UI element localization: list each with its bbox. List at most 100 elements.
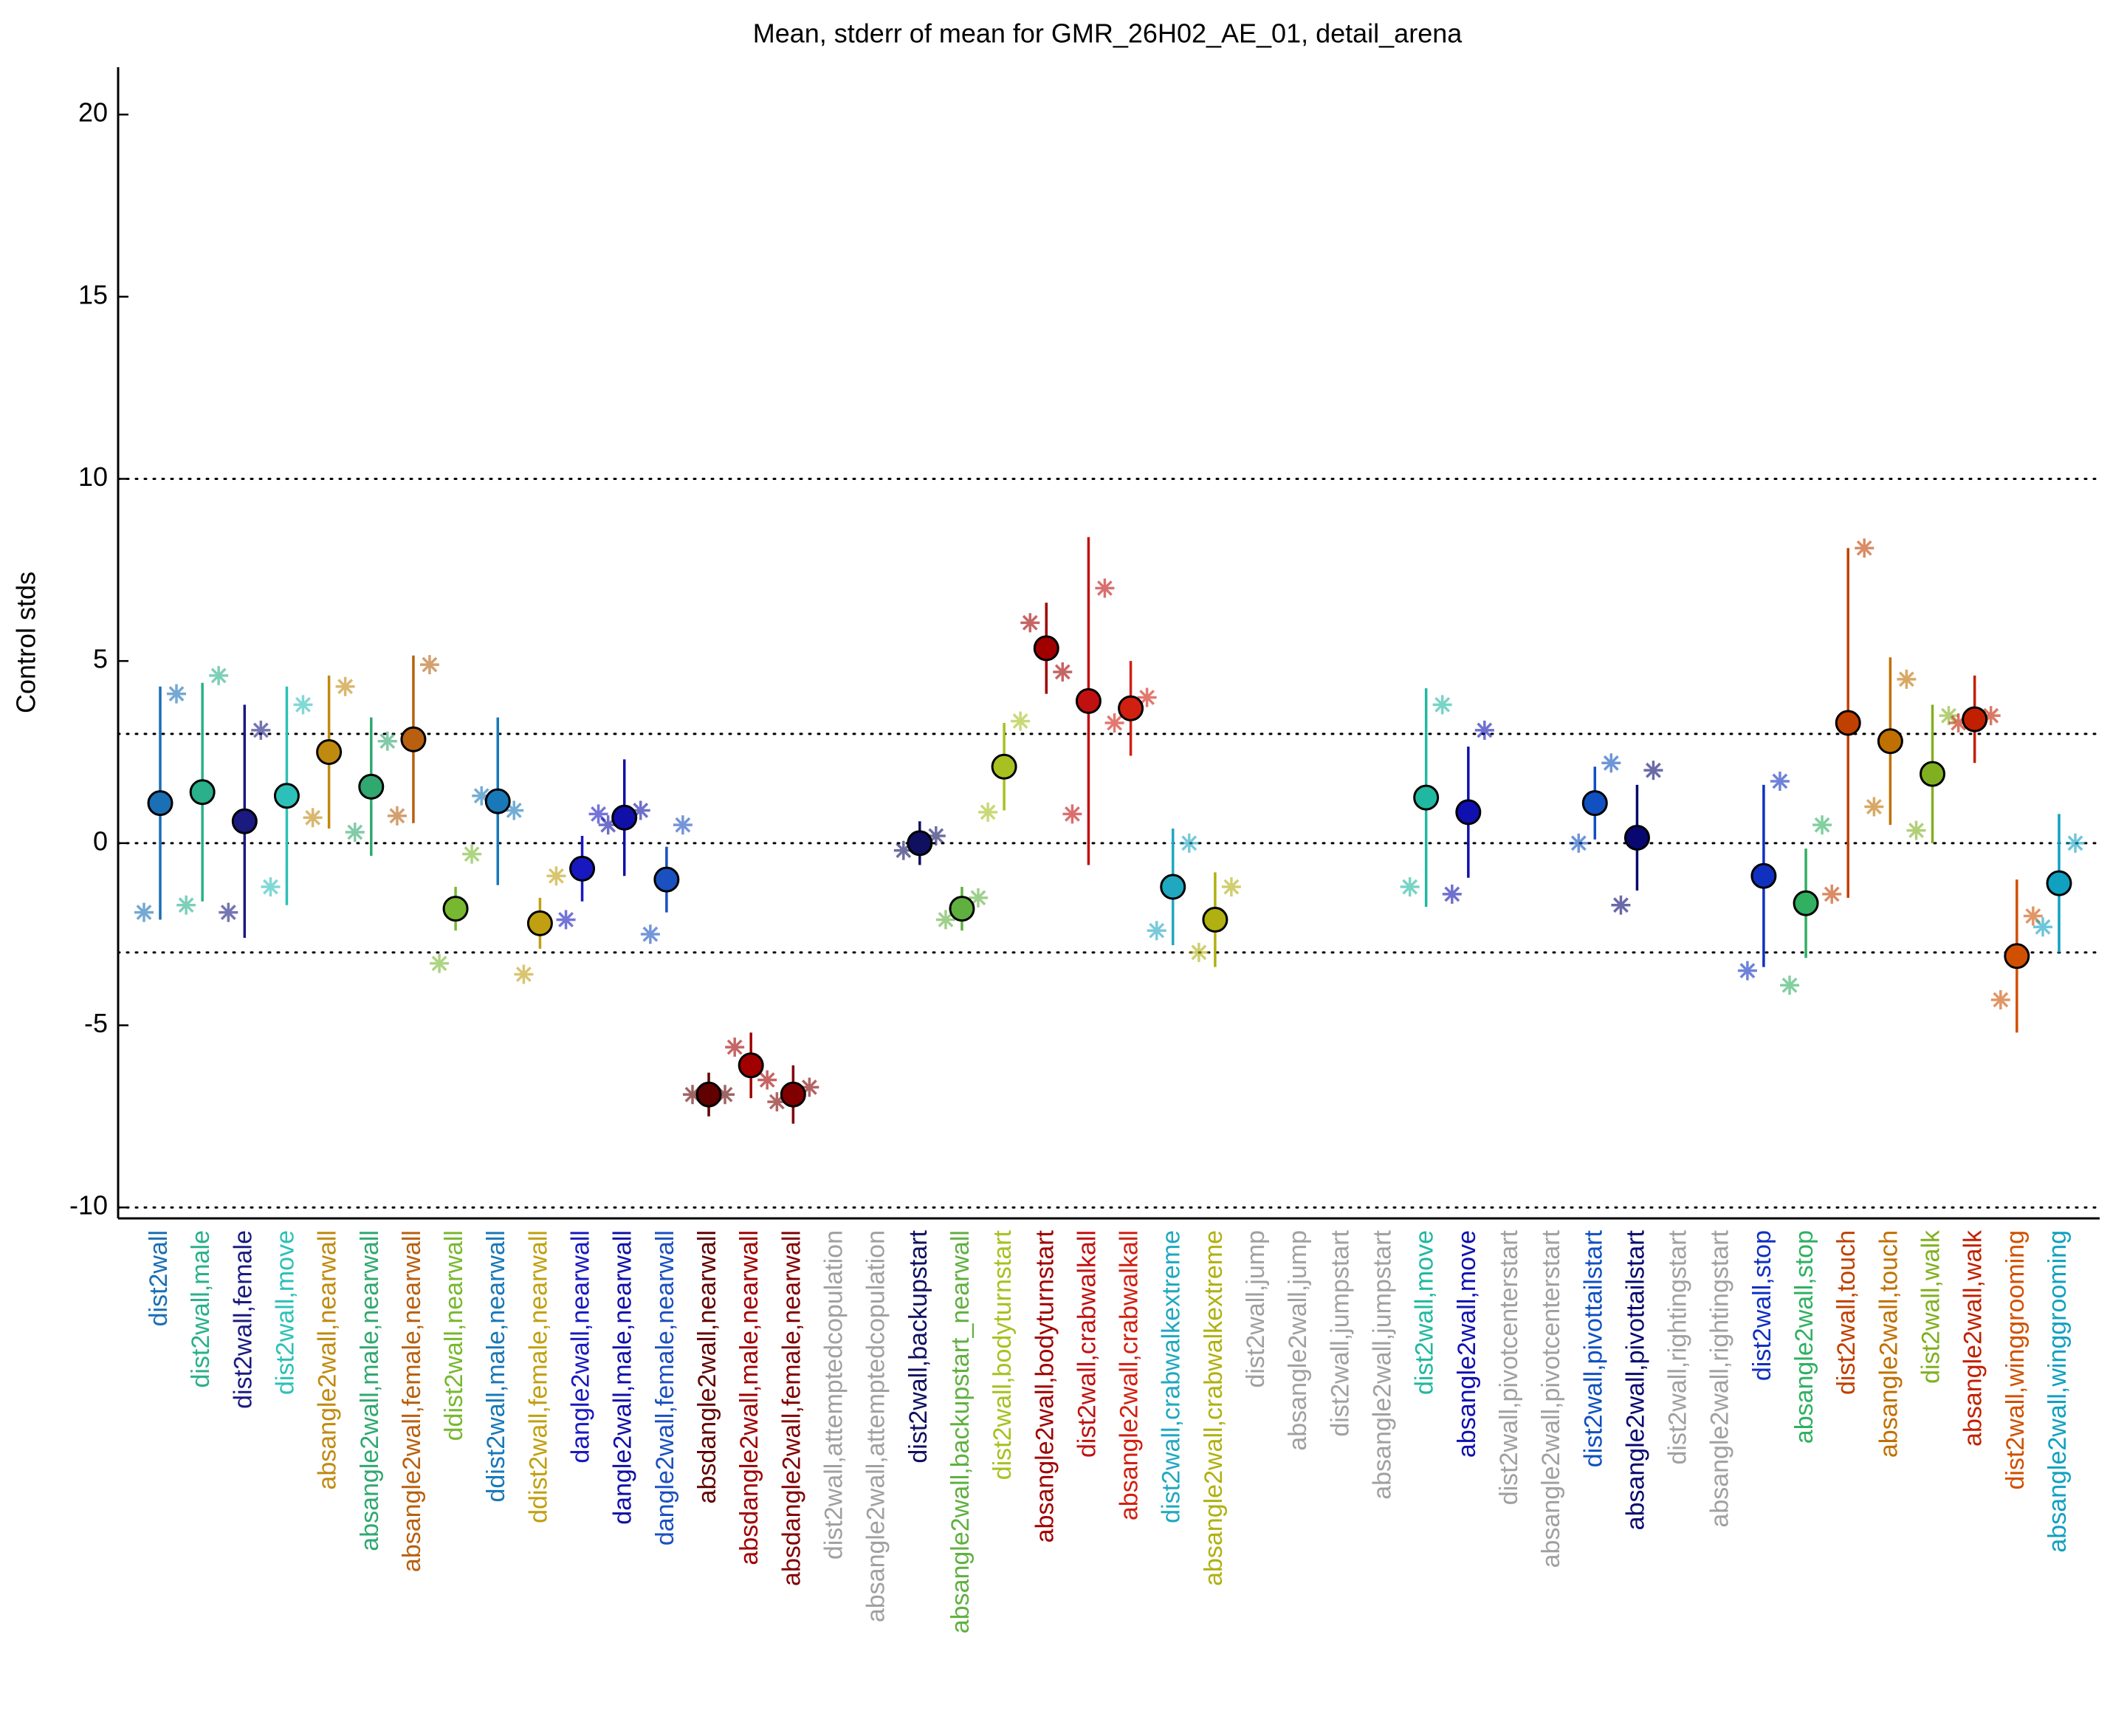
star-stroke — [1646, 762, 1661, 778]
x-tick-label: dist2wall,crabwalkextreme — [1158, 1230, 1186, 1523]
x-tick-label: absangle2wall,female,nearwall — [398, 1230, 426, 1572]
star-marker — [1095, 578, 1115, 598]
mean-marker — [611, 804, 638, 831]
star-stroke — [347, 824, 363, 840]
y-tick-label: -5 — [84, 1008, 108, 1038]
star-stroke — [2025, 908, 2041, 924]
star-marker — [757, 1070, 777, 1090]
star-stroke — [642, 926, 659, 942]
x-tick-label: dist2wall,stop — [1748, 1230, 1776, 1381]
mean-marker — [273, 783, 300, 809]
star-marker — [209, 665, 229, 685]
mean-marker — [1118, 695, 1144, 721]
star-stroke — [1434, 696, 1451, 713]
star-marker — [1897, 669, 1917, 689]
star-marker — [419, 655, 439, 675]
star-stroke — [1402, 879, 1418, 895]
star-stroke — [1064, 806, 1080, 822]
star-marker — [673, 815, 693, 835]
x-tick-label: dist2wall,backupstart — [904, 1229, 932, 1463]
star-marker — [1780, 975, 1800, 995]
star-stroke — [220, 905, 236, 921]
star-stroke — [210, 668, 227, 684]
star-stroke — [464, 846, 480, 862]
star-marker — [1812, 815, 1832, 835]
star-marker — [1643, 761, 1663, 780]
x-tick-label: absangle2wall,crabwalkextreme — [1200, 1230, 1228, 1586]
x-tick-label: dist2wall,pivottailstart — [1579, 1229, 1607, 1467]
star-stroke — [938, 912, 954, 927]
star-marker — [1221, 877, 1241, 897]
x-tick-label: absangle2wall,touch — [1874, 1230, 1903, 1458]
star-marker — [1179, 833, 1199, 853]
star-marker — [1864, 797, 1884, 817]
star-marker — [1906, 820, 1926, 840]
star-marker — [345, 823, 365, 843]
mean-marker — [1877, 728, 1903, 755]
star-stroke — [1012, 713, 1028, 730]
mean-marker — [358, 773, 385, 800]
x-tick-label: absdangle2wall,nearwall — [693, 1230, 721, 1503]
mean-marker — [1160, 874, 1186, 900]
star-stroke — [506, 803, 522, 818]
star-stroke — [1107, 715, 1123, 731]
star-marker — [167, 684, 186, 704]
mean-marker — [949, 896, 975, 922]
star-stroke — [1570, 835, 1587, 851]
mean-marker — [400, 726, 427, 752]
x-tick-label: dist2wall,female — [229, 1230, 257, 1409]
star-marker — [1601, 753, 1621, 773]
star-marker — [978, 802, 998, 822]
star-marker — [134, 902, 154, 922]
mean-marker — [316, 739, 343, 766]
mean-marker — [907, 830, 933, 857]
star-marker — [1855, 538, 1874, 558]
star-stroke — [305, 809, 321, 826]
y-axis-label: Control stds — [11, 572, 41, 713]
mean-marker — [569, 855, 596, 882]
star-marker — [1939, 706, 1959, 726]
star-marker — [556, 910, 576, 930]
mean-marker — [484, 788, 511, 814]
x-tick-label: ddist2wall,nearwall — [440, 1230, 468, 1441]
star-marker — [1569, 833, 1589, 853]
x-tick-label: dangle2wall,male,nearwall — [609, 1230, 637, 1525]
x-tick-label: dist2wall,move — [1411, 1230, 1439, 1395]
star-stroke — [548, 868, 564, 884]
mean-marker — [991, 753, 1017, 780]
star-stroke — [515, 967, 532, 982]
star-stroke — [1941, 707, 1956, 724]
star-marker — [1011, 711, 1031, 731]
x-tick-label: ddist2wall,male,nearwall — [482, 1230, 510, 1503]
star-stroke — [168, 686, 185, 701]
x-tick-label: ddist2wall,female,nearwall — [524, 1230, 552, 1523]
x-tick-label: absangle2wall,jumpstart — [1368, 1229, 1396, 1499]
x-tick-label: absangle2wall,attemptedcopulation — [862, 1230, 890, 1622]
star-stroke — [1477, 722, 1493, 738]
x-tick-label: absangle2wall,rightingstart — [1706, 1229, 1734, 1527]
star-stroke — [295, 696, 311, 713]
star-marker — [1147, 921, 1166, 941]
x-tick-label: dangle2wall,female,nearwall — [651, 1230, 679, 1545]
x-tick-label: absangle2wall,pivottailstart — [1621, 1229, 1649, 1530]
star-marker — [1611, 895, 1631, 915]
star-marker — [546, 866, 566, 886]
mean-marker — [1962, 706, 1988, 733]
star-marker — [303, 808, 323, 828]
star-stroke — [263, 879, 278, 895]
y-tick-label: 15 — [78, 279, 108, 309]
star-stroke — [422, 656, 438, 673]
x-tick-label: dist2wall,winggrooming — [2001, 1230, 2030, 1490]
mean-marker — [442, 896, 469, 922]
mean-marker — [2004, 943, 2030, 970]
star-stroke — [1739, 963, 1756, 978]
x-tick-label: absangle2wall,bodyturnstart — [1031, 1229, 1059, 1543]
star-stroke — [1866, 799, 1882, 814]
star-marker — [514, 964, 534, 984]
star-marker — [1822, 884, 1842, 904]
y-tick-label: 10 — [78, 462, 108, 492]
mean-marker — [189, 779, 216, 806]
star-stroke — [337, 679, 354, 695]
star-marker — [387, 806, 407, 826]
star-stroke — [970, 890, 986, 906]
